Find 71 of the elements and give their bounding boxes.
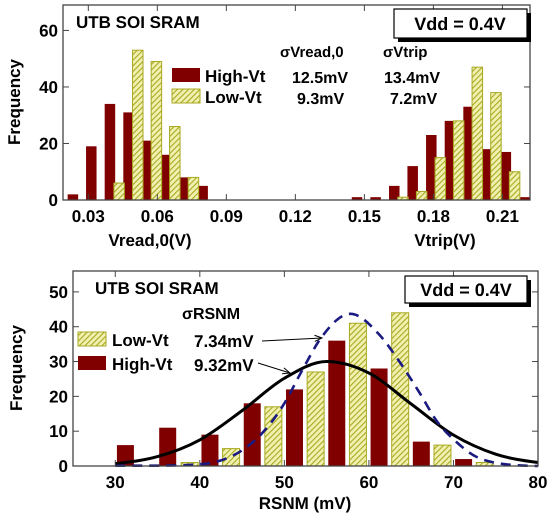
annotation: 13.4mV: [384, 70, 440, 87]
bar: [113, 182, 125, 200]
legend-label: Low-Vt: [112, 331, 169, 350]
x-tick-label: 70: [444, 473, 463, 492]
x-tick-label: 30: [106, 473, 125, 492]
annotation: Vdd = 0.4V: [414, 14, 506, 34]
annotation: σVtrip: [383, 44, 428, 61]
y-tick-label: 10: [49, 422, 68, 442]
bar: [150, 61, 162, 200]
y-tick-label: 60: [39, 21, 58, 40]
annotation: UTB SOI SRAM: [95, 279, 219, 298]
y-tick-label: 20: [49, 387, 68, 406]
x-tick-label: 50: [274, 473, 294, 492]
annotation: 9.3mV: [297, 91, 344, 108]
x-tick-label: 0.21: [486, 207, 519, 226]
annotation: 7.34mV: [194, 332, 254, 351]
y-tick-label: 40: [49, 318, 68, 337]
y-tick-label: 0: [48, 191, 58, 210]
bar: [244, 403, 261, 466]
x-tick-label: 60: [359, 473, 378, 492]
x-axis-title: Vread,0(V): [108, 231, 192, 250]
annotation: Vdd = 0.4V: [420, 280, 512, 300]
bar: [508, 171, 520, 200]
y-axis-title: Frequency: [7, 324, 26, 411]
bar: [416, 191, 428, 200]
annotation: 7.2mV: [390, 91, 438, 108]
legend-label: High-Vt: [205, 67, 266, 86]
bar: [391, 312, 410, 466]
bar: [434, 157, 446, 200]
x-tick-label: 0.18: [416, 207, 450, 226]
x-tick-label: 0.03: [72, 207, 105, 226]
y-tick-label: 0: [58, 457, 68, 476]
bar: [286, 389, 304, 466]
annotation: 12.5mV: [292, 70, 348, 87]
bar: [472, 66, 484, 200]
annotation: 9.32mV: [194, 356, 254, 375]
legend-label: High-Vt: [112, 355, 173, 374]
bar: [370, 368, 388, 466]
bar: [348, 322, 367, 466]
bar: [188, 176, 200, 200]
y-tick-label: 50: [49, 282, 68, 302]
bar: [389, 186, 400, 200]
bar: [407, 166, 418, 200]
bar: [433, 444, 452, 466]
x-tick-label: 0.09: [210, 207, 243, 226]
bar: [132, 50, 144, 200]
bar: [412, 442, 430, 466]
text: Vtrip(V): [414, 231, 476, 250]
bar: [264, 406, 282, 466]
bar: [490, 92, 502, 200]
y-tick-label: 30: [49, 352, 68, 372]
x-axis-title: RSNM (mV): [258, 494, 352, 513]
bar: [86, 146, 97, 200]
bar: [104, 104, 116, 200]
bar: [169, 126, 181, 200]
annotation: σRSNM: [182, 306, 240, 323]
bar: [452, 120, 464, 200]
legend-label: Low-Vt: [205, 88, 262, 107]
annotation: σVread,0: [280, 44, 344, 61]
bar: [306, 371, 325, 466]
bar: [455, 459, 472, 466]
x-tick-label: 0.15: [348, 207, 381, 226]
y-tick-label: 40: [39, 78, 58, 97]
bar: [328, 340, 346, 466]
y-tick-label: 20: [39, 134, 58, 154]
x-tick-label: 0.12: [278, 207, 312, 226]
y-axis-title: Frequency: [5, 58, 24, 145]
x-tick-label: 0.06: [140, 207, 174, 226]
x-tick-label: 80: [528, 473, 548, 492]
x-tick-label: 40: [190, 473, 210, 492]
annotation: UTB SOI SRAM: [76, 13, 200, 32]
